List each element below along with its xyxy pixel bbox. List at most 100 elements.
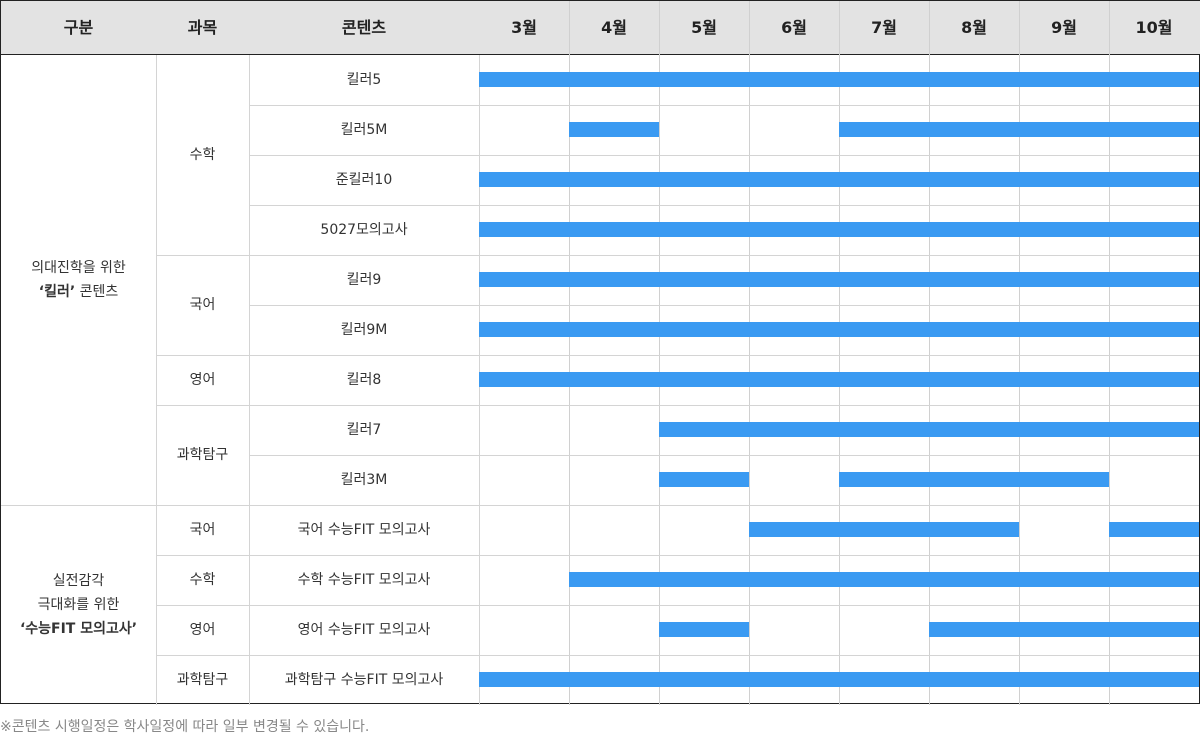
category-killer: 의대진학을 위한 ‘킬러’ 콘텐츠: [1, 55, 156, 505]
subject-cell: 국어: [189, 522, 216, 538]
row-divider: [249, 105, 1199, 106]
content-cell: 킬러5: [346, 72, 382, 88]
schedule-bar: [1019, 72, 1109, 87]
header-month: 5월: [691, 18, 717, 37]
header-category: 구분: [63, 18, 94, 37]
category-killer-bold: ‘킬러’: [38, 284, 76, 300]
schedule-bar: [1019, 272, 1109, 287]
schedule-bar: [749, 72, 839, 87]
schedule-bar: [839, 572, 929, 587]
content-cell: 킬러5M: [340, 122, 388, 138]
month-divider: [749, 1, 750, 705]
content-cell: 킬러9: [346, 272, 382, 288]
schedule-bar: [1109, 172, 1199, 187]
schedule-bar: [929, 622, 1019, 637]
subject-cell: 영어: [189, 622, 216, 638]
row-divider: [249, 505, 1199, 506]
subject-divider: [156, 555, 249, 556]
subject-divider: [156, 505, 249, 506]
schedule-bar: [929, 272, 1019, 287]
schedule-bar: [749, 572, 839, 587]
schedule-bar: [929, 322, 1019, 337]
row-divider: [249, 205, 1199, 206]
schedule-bar: [1109, 672, 1199, 687]
schedule-bar: [839, 122, 929, 137]
category-fit-bold: ‘수능FIT 모의고사’: [19, 621, 138, 637]
schedule-bar: [569, 122, 659, 137]
month-divider: [1109, 1, 1110, 705]
schedule-bar: [929, 372, 1019, 387]
row-divider: [249, 155, 1199, 156]
subject-divider: [156, 355, 249, 356]
schedule-table: 구분 과목 콘텐츠 3월 4월 5월 6월 7월 8월 9월 10월 의대진학을 위한 ‘킬러…: [0, 0, 1200, 705]
schedule-bar: [659, 372, 749, 387]
content-cell: 킬러9M: [340, 322, 388, 338]
schedule-bar: [659, 272, 749, 287]
schedule-bar: [929, 672, 1019, 687]
schedule-bar: [929, 572, 1019, 587]
schedule-bar: [749, 322, 839, 337]
content-cell: 킬러7: [346, 422, 382, 438]
row-divider: [249, 455, 1199, 456]
schedule-bar: [1019, 622, 1109, 637]
schedule-bar: [1019, 122, 1109, 137]
schedule-bar: [569, 372, 659, 387]
schedule-bar: [479, 222, 569, 237]
row-divider: [249, 305, 1199, 306]
schedule-bar: [659, 572, 749, 587]
schedule-bar: [1109, 322, 1199, 337]
schedule-bar: [839, 422, 929, 437]
schedule-bar: [839, 172, 929, 187]
schedule-bar: [929, 222, 1019, 237]
schedule-bar: [1109, 72, 1199, 87]
subject-cell: 수학: [189, 572, 216, 588]
schedule-bar: [659, 422, 749, 437]
subject-divider: [156, 255, 249, 256]
schedule-bar: [1019, 322, 1109, 337]
schedule-bar: [479, 272, 569, 287]
content-cell: 준킬러10: [335, 172, 393, 188]
schedule-bar: [839, 672, 929, 687]
table-header: [1, 1, 1200, 55]
header-month: 7월: [871, 18, 897, 37]
header-month: 6월: [781, 18, 807, 37]
schedule-bar: [749, 272, 839, 287]
schedule-bar: [929, 172, 1019, 187]
schedule-bar: [1019, 222, 1109, 237]
header-subject: 과목: [187, 18, 218, 37]
schedule-bar: [569, 172, 659, 187]
schedule-bar: [839, 72, 929, 87]
schedule-bar: [929, 422, 1019, 437]
schedule-bar: [1109, 522, 1199, 537]
content-cell: 과학탐구 수능FIT 모의고사: [284, 672, 444, 688]
schedule-bar: [749, 172, 839, 187]
subject-cell: 국어: [189, 297, 216, 313]
schedule-bar: [569, 272, 659, 287]
category-fit-line2: 극대화를 위한: [37, 597, 120, 613]
row-divider: [249, 355, 1199, 356]
content-cell: 킬러8: [346, 372, 382, 388]
schedule-bar: [659, 222, 749, 237]
column-divider: [249, 55, 250, 705]
schedule-bar: [1109, 422, 1199, 437]
section-divider: [1, 505, 156, 506]
month-divider: [659, 1, 660, 705]
category-fit-line1: 실전감각: [52, 573, 105, 589]
schedule-bar: [1109, 572, 1199, 587]
schedule-bar: [1019, 572, 1109, 587]
schedule-bar: [839, 372, 929, 387]
schedule-bar: [929, 522, 1019, 537]
schedule-bar: [749, 422, 839, 437]
month-divider: [569, 1, 570, 705]
header-month: 4월: [601, 18, 627, 37]
content-cell: 수학 수능FIT 모의고사: [297, 572, 431, 588]
schedule-bar: [479, 672, 569, 687]
header-month: 3월: [511, 18, 537, 37]
column-divider: [156, 55, 157, 705]
schedule-bar: [1109, 622, 1199, 637]
header-month: 9월: [1051, 18, 1077, 37]
schedule-bar: [569, 322, 659, 337]
schedule-bar: [839, 272, 929, 287]
schedule-bar: [839, 322, 929, 337]
schedule-bar: [929, 472, 1019, 487]
